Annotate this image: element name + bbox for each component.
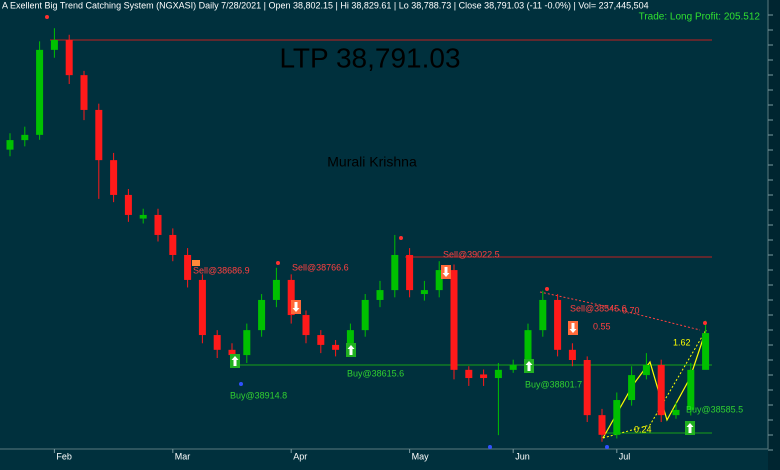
candle-body: [376, 290, 384, 300]
annotation: 0.70: [622, 305, 640, 315]
candle-body: [317, 335, 325, 345]
signal-dot: [605, 445, 609, 449]
candle-body: [539, 299, 547, 331]
candle-body: [80, 75, 88, 110]
signal-dot: [399, 236, 403, 240]
x-tick-label: May: [412, 451, 430, 461]
signal-dot: [276, 261, 280, 265]
trend-dots: [539, 291, 701, 331]
candle-body: [302, 315, 310, 336]
trade-label: Trade: Long Profit: 205.512: [639, 12, 761, 23]
x-tick-label: Jul: [619, 451, 631, 461]
watermark: Murali Krishna: [327, 154, 417, 170]
arrow-glyph: [292, 302, 300, 312]
candle-body: [346, 330, 354, 350]
candle-body: [184, 254, 192, 280]
candle-body: [50, 40, 58, 50]
candle-body: [583, 360, 591, 416]
candle-body: [509, 364, 517, 370]
candle-body: [568, 349, 576, 360]
arrow-glyph: [686, 423, 694, 433]
arrow-glyph: [569, 323, 577, 333]
candle-body: [702, 333, 710, 370]
candle-body: [465, 369, 473, 379]
x-tick-label: Jun: [515, 451, 530, 461]
signal-dot: [239, 382, 243, 386]
arrow-glyph: [442, 267, 450, 277]
candle-body: [95, 109, 103, 161]
x-tick-label: Feb: [56, 451, 72, 461]
signal-dot: [488, 445, 492, 449]
x-tick-label: Apr: [293, 451, 307, 461]
candle-body: [213, 335, 221, 350]
candle-body: [613, 400, 621, 435]
candle-body: [21, 134, 29, 141]
candle-body: [243, 330, 251, 356]
candle-body: [110, 160, 118, 195]
annotation: 1.62: [673, 337, 691, 347]
candle-body: [6, 140, 14, 150]
candle-body: [672, 409, 680, 416]
candle-body: [598, 415, 606, 435]
signal-dot: [703, 321, 707, 325]
annotation: Sell@38766.6: [292, 262, 349, 272]
annotation: Buy@38914.8: [230, 390, 287, 400]
candle-body: [124, 194, 132, 215]
arrow-glyph: [347, 345, 355, 355]
candle-body: [657, 364, 665, 416]
ltp: LTP 38,791.03: [279, 42, 460, 73]
annotation: 0.55: [593, 321, 611, 331]
candle-body: [272, 279, 280, 300]
candle-body: [361, 299, 369, 331]
price-axis-strip: [768, 0, 780, 470]
candle-body: [391, 254, 399, 291]
arrow-glyph: [231, 356, 239, 366]
candle-body: [628, 375, 636, 401]
candle-body: [154, 214, 162, 235]
signal-dot: [545, 287, 549, 291]
candle-body: [687, 369, 695, 410]
candle-body: [169, 234, 177, 255]
candle-body: [554, 299, 562, 350]
candle-body: [450, 270, 458, 370]
candle-body: [139, 214, 147, 219]
candle-body: [65, 40, 73, 76]
sell-marker: [192, 260, 200, 266]
candle-body: [258, 299, 266, 331]
candle-body: [524, 330, 532, 365]
signal-dot: [45, 15, 49, 19]
annotation: Buy@38615.6: [347, 368, 404, 378]
annotation: Sell@39022.5: [443, 249, 500, 259]
candle-body: [480, 374, 488, 379]
candle-body: [332, 344, 340, 350]
annotation: Buy@38585.5: [686, 404, 743, 414]
candle-body: [228, 349, 236, 356]
candle-body: [435, 270, 443, 291]
annotation: 0.24: [634, 424, 652, 434]
candle-body: [36, 49, 44, 135]
arrow-glyph: [525, 361, 533, 371]
annotation: Sell@38686.9: [193, 265, 250, 275]
candle-body: [420, 290, 428, 295]
candle-body: [494, 369, 502, 379]
candle-body: [198, 279, 206, 336]
annotation: Buy@38801.7: [525, 379, 582, 389]
x-tick-label: Mar: [175, 451, 191, 461]
candle-body: [406, 254, 414, 291]
candle-body: [287, 279, 295, 316]
candle-body: [642, 364, 650, 376]
header: A Exellent Big Trend Catching System (NG…: [2, 0, 649, 10]
annotation: Sell@38545.6: [570, 303, 627, 313]
